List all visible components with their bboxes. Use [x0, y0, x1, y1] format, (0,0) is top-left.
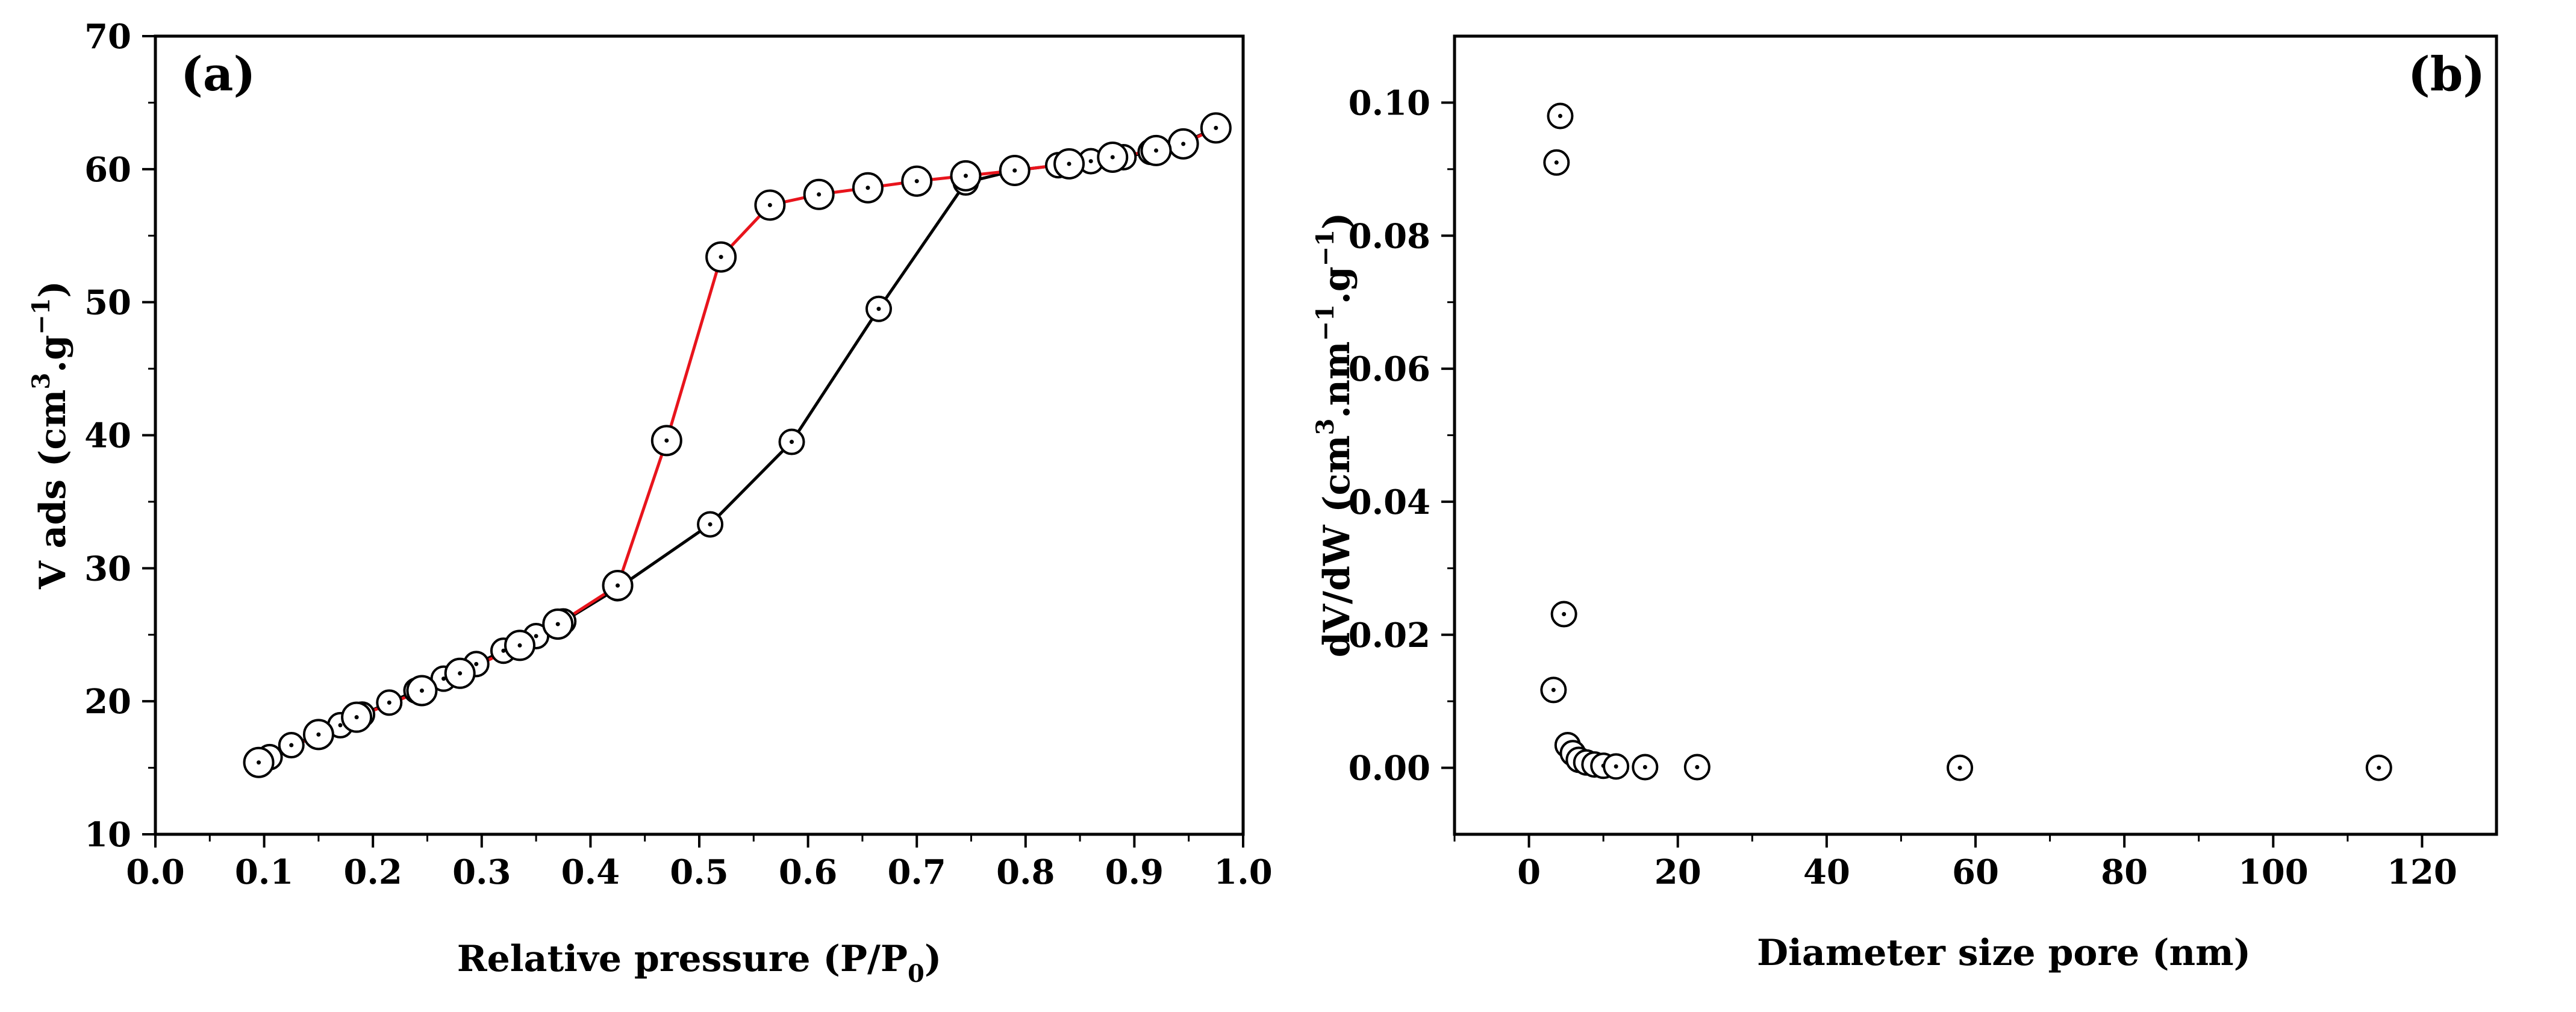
panel-a-ytick-label: 70 — [84, 17, 131, 57]
panel-a-point-center-dot — [1214, 125, 1218, 130]
panel-b-point-center-dot — [1695, 764, 1700, 769]
panel-a-point-center-dot — [1088, 159, 1093, 164]
panel-a-point-center-dot — [790, 440, 794, 445]
panel-a-point-center-dot — [555, 622, 560, 626]
panel-a-point-center-dot — [354, 715, 359, 720]
panel-a-point-center-dot — [865, 186, 870, 190]
panel-a-ytick-label: 50 — [84, 283, 131, 323]
panel-a-isotherm: 0.0 0.1 0.2 0.3 0.4 0.5 0.6 0.7 0.8 0.9 1.0 10 20 30 4… — [27, 17, 1273, 988]
panel-a-point-center-dot — [817, 192, 822, 197]
panel-a-point-center-dot — [1181, 142, 1186, 146]
panel-b-ytick-label: 0.06 — [1349, 349, 1430, 389]
panel-a-ylabel: V ads (cm3.g−1) — [27, 281, 74, 590]
panel-b-ytick-label: 0.04 — [1349, 483, 1430, 522]
panel-a-xtick-label: 0.8 — [996, 852, 1055, 892]
panel-a-xtick-label: 0.9 — [1105, 852, 1164, 892]
panel-a-plot-frame — [154, 34, 1245, 836]
panel-a-point-center-dot — [257, 760, 261, 765]
panel-a-point-center-dot — [419, 689, 424, 693]
panel-a-point-center-dot — [517, 643, 522, 648]
panel-a-xtick-label: 0.1 — [235, 852, 293, 892]
panel-a-xtick-label: 0.6 — [779, 852, 837, 892]
panel-a-point-center-dot — [1110, 155, 1115, 160]
panel-b-ytick-label: 0.02 — [1349, 616, 1430, 655]
panel-a-xtick-label: 0.0 — [126, 852, 184, 892]
panel-b-markers — [1540, 102, 2392, 781]
panel-b-ylabel: dV/dW (cm3.nm−1.g−1) — [1311, 213, 1358, 658]
panel-a-adsorption-line — [258, 126, 1217, 764]
panel-a-point-center-dot — [616, 583, 620, 588]
panel-b-point-center-dot — [1957, 766, 1962, 770]
panel-a-point-center-dot — [387, 700, 391, 705]
panel-a-point-center-dot — [458, 671, 463, 676]
panel-a-ytick-label: 20 — [84, 682, 131, 722]
panel-a-point-center-dot — [914, 179, 919, 184]
panel-b-xtick-label: 20 — [1654, 852, 1701, 892]
panel-b-ytick-label: 0.00 — [1349, 749, 1430, 789]
panel-b-point-center-dot — [1614, 764, 1618, 769]
panel-b-ytick-label: 0.10 — [1349, 83, 1430, 123]
panel-b-plot-frame — [1453, 34, 2498, 836]
panel-b-point-center-dot — [1554, 160, 1559, 165]
panel-a-point-center-dot — [719, 255, 723, 260]
panel-a-point-center-dot — [534, 634, 538, 639]
panel-b-ytick-label: 0.08 — [1349, 216, 1430, 256]
panel-a-point-center-dot — [767, 202, 772, 207]
panel-a-xtick-label: 0.4 — [561, 852, 620, 892]
panel-a-xtick-label: 0.3 — [452, 852, 511, 892]
panel-a-point-center-dot — [501, 648, 506, 653]
panel-a-point-center-dot — [708, 522, 713, 526]
panel-a-point-center-dot — [338, 723, 343, 728]
panel-b-xtick-label: 80 — [2101, 852, 2148, 892]
panel-b-point-center-dot — [1551, 687, 1556, 692]
panel-a-xlabel: Relative pressure (P/P0) — [457, 938, 942, 988]
panel-a-tag: (a) — [181, 47, 255, 102]
panel-a-series-lines — [258, 126, 1217, 764]
panel-b-point-center-dot — [1642, 764, 1647, 769]
panel-a-point-center-dot — [1012, 168, 1017, 173]
panel-a-ytick-label: 60 — [84, 150, 131, 190]
panel-a-ytick-label: 10 — [84, 815, 131, 855]
panel-a-point-center-dot — [1067, 161, 1071, 166]
panel-b-point-center-dot — [2377, 766, 2381, 770]
panel-a-ticks: 0.0 0.1 0.2 0.3 0.4 0.5 0.6 0.7 0.8 0.9 1.0 10 20 30 4… — [84, 17, 1273, 892]
panel-a-point-center-dot — [441, 676, 446, 681]
panel-a-point-center-dot — [474, 661, 479, 666]
panel-a-markers — [243, 112, 1232, 778]
panel-b-tag: (b) — [2408, 47, 2485, 102]
panel-a-point-center-dot — [963, 173, 968, 178]
panel-b-xtick-label: 40 — [1803, 852, 1850, 892]
panel-b-xtick-label: 100 — [2238, 852, 2309, 892]
panel-a-point-center-dot — [1154, 148, 1159, 153]
panel-a-point-center-dot — [664, 438, 669, 443]
panel-a-xtick-label: 0.2 — [343, 852, 402, 892]
panel-a-xtick-label: 0.5 — [670, 852, 728, 892]
panel-b-xlabel: Diameter size pore (nm) — [1757, 932, 2251, 974]
panel-b-pore-distribution: 0 20 40 60 80 100 1200.000.020.040.060.080.10 … — [1311, 34, 2498, 974]
panel-a-ytick-label: 40 — [84, 416, 131, 456]
panel-a-point-center-dot — [289, 743, 294, 748]
panel-b-xtick-label: 60 — [1952, 852, 1999, 892]
panel-a-point-center-dot — [876, 307, 881, 311]
panel-a-xtick-label: 1.0 — [1214, 852, 1272, 892]
panel-b-xtick-label: 0 — [1517, 852, 1541, 892]
panel-a-ytick-label: 30 — [84, 549, 131, 589]
panel-b-point-center-dot — [1558, 114, 1562, 118]
panel-b-point-center-dot — [1562, 612, 1567, 617]
panel-b-ticks: 0 20 40 60 80 100 120 0.00 0.02 0.04 0.06 0.08 0.10 — [1349, 83, 2457, 892]
panel-a-point-center-dot — [316, 732, 321, 737]
panel-a-desorption-line — [258, 126, 1217, 764]
panel-a-xtick-label: 0.7 — [887, 852, 946, 892]
panel-b-xtick-label: 120 — [2387, 852, 2457, 892]
